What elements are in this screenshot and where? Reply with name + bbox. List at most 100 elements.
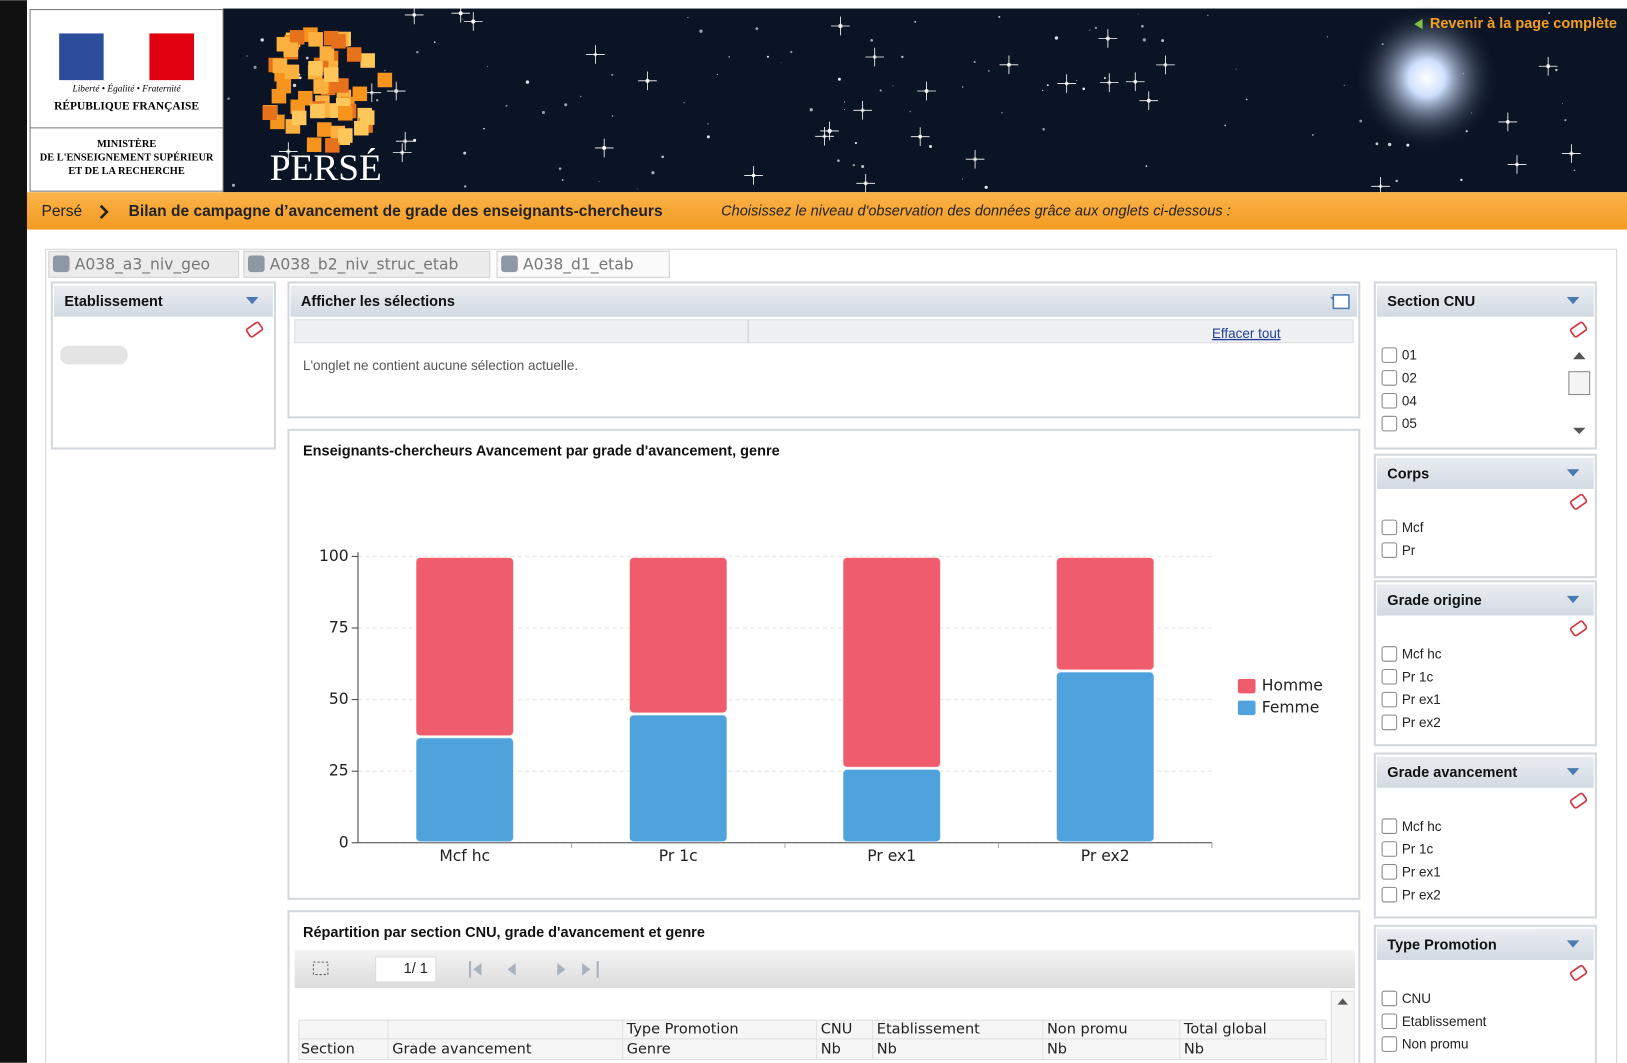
checkbox[interactable] [1381,1036,1398,1052]
star [901,55,904,59]
pager-next[interactable] [557,963,566,976]
checkbox[interactable] [1381,347,1398,363]
checkbox[interactable] [1381,519,1398,536]
scroll-down[interactable] [1573,427,1586,434]
star [1548,12,1551,15]
cube [317,122,332,137]
filter-item: Mcf [1402,520,1424,535]
tab[interactable] [48,250,240,278]
eraser-icon[interactable] [1569,493,1588,510]
table-header-cell: Nb [1184,1041,1204,1057]
star [1555,68,1558,72]
checkbox[interactable] [1381,990,1398,1007]
cube [283,42,299,57]
back-link[interactable]: Revenir à la page complète [1430,16,1617,32]
checkbox[interactable] [1381,370,1398,386]
table-header-cell: Total global [1183,1022,1267,1038]
tab[interactable] [243,250,491,278]
checkbox[interactable] [1381,415,1398,432]
cube [291,110,307,126]
star [852,163,856,167]
cube [338,106,353,121]
cube [346,47,362,62]
filter-panel-title: Grade avancement [1387,765,1517,781]
pager-first[interactable] [473,963,482,976]
legend-swatch [1237,678,1256,694]
x-tick-label: Pr ex1 [867,847,916,865]
dropdown[interactable] [1566,768,1580,776]
eraser-icon[interactable] [1569,964,1588,981]
star [1561,102,1563,104]
pager-last[interactable] [582,963,591,976]
clear-all[interactable]: Effacer tout [1212,326,1281,341]
eraser-icon[interactable] [1569,792,1588,809]
star [376,99,379,102]
star [1042,89,1044,92]
dropdown[interactable] [1566,296,1580,305]
checkbox[interactable] [1381,841,1398,857]
filter-panel-header [1376,457,1594,489]
star [1224,124,1227,127]
menu-icon[interactable] [312,961,329,976]
republic: RÉPUBLIQUE FRANÇAISE [54,99,199,113]
checkbox[interactable] [1381,542,1398,558]
selections-bar [294,319,1354,344]
breadcrumb-home[interactable]: Persé [42,203,83,220]
dropdown[interactable] [1566,940,1580,948]
filter-item: Non promu [1402,1037,1469,1052]
cube [310,103,325,119]
checkbox[interactable] [1381,668,1398,685]
star [246,55,248,57]
table-scrollbar [1330,990,1355,1063]
star [1082,87,1085,91]
cube [276,78,292,94]
star [1137,13,1139,15]
pager-prev[interactable] [507,963,516,976]
checkbox[interactable] [1381,818,1398,834]
star [861,165,865,169]
dropdown[interactable] [245,296,259,305]
star [1094,26,1098,30]
cube [359,110,375,125]
star [227,97,230,100]
eraser-icon[interactable] [1569,620,1588,637]
dropdown[interactable] [1566,469,1580,477]
star [231,183,236,187]
bar [842,556,941,768]
checkbox[interactable] [1381,691,1398,708]
filter-item: Pr ex2 [1402,887,1441,902]
star [1460,178,1463,182]
checkbox[interactable] [1381,646,1398,662]
selections-panel-header [290,285,1358,317]
filter-panel-title: Corps [1387,466,1429,482]
checkbox[interactable] [1381,886,1398,903]
table-title: Répartition par section CNU, grade d'ava… [303,925,705,941]
bar [842,768,941,843]
star [780,62,782,64]
star [961,178,964,180]
tab[interactable] [496,250,670,278]
checkbox[interactable] [1381,864,1398,880]
checkbox[interactable] [1381,392,1398,409]
flag-blue [59,33,104,81]
eraser-icon[interactable] [1569,321,1588,338]
star [580,95,582,97]
cube [289,30,305,45]
star [879,89,882,92]
scroll-up[interactable] [1573,351,1586,360]
star [1245,98,1248,101]
checkbox[interactable] [1381,1013,1398,1030]
cube [308,61,323,76]
table-header-cell: Non promu [1047,1022,1128,1038]
star [838,77,841,81]
dropdown[interactable] [1566,595,1580,604]
cube [262,105,278,121]
maximize-icon[interactable] [1332,294,1350,310]
star [706,135,710,139]
eraser-icon[interactable] [245,321,264,338]
checkbox[interactable] [1381,714,1398,731]
filter-item: Pr 1c [1402,669,1434,684]
scroll-up[interactable] [1337,998,1348,1005]
scroll-thumb[interactable] [1568,371,1591,396]
